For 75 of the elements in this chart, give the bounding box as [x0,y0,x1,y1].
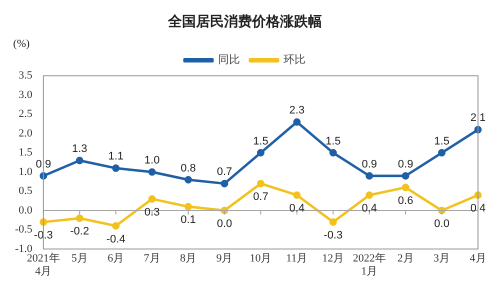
x-tick-label: 9月 [216,252,233,264]
data-label: 1.0 [144,154,160,167]
data-label: 1.5 [253,135,268,148]
legend-label: 环比 [284,53,306,66]
data-label: 0.9 [36,158,52,170]
point [148,168,156,176]
point [293,191,301,199]
data-label: -0.4 [106,233,126,246]
chart-title: 全国居民消费价格涨跌幅 [167,14,322,30]
data-label: 0.4 [289,202,305,215]
point [329,218,337,226]
data-label: 1.3 [72,143,88,156]
x-tick-label: 12月 [322,252,344,264]
data-label: 0.7 [216,166,232,178]
y-tick-label: 3.0 [18,88,33,101]
y-axis-title: (%) [13,38,30,50]
data-label: 1.5 [325,135,341,148]
point [76,214,84,222]
point [148,195,156,203]
y-tick-label: -1.0 [14,242,33,255]
data-label: 0.9 [362,158,377,170]
x-tick-label: 7月 [144,252,160,264]
x-tick-label: 2月 [397,252,414,264]
point [256,149,264,157]
data-label: 0.8 [180,162,196,174]
point [184,202,192,210]
point [329,149,337,157]
x-tick-label: 3月 [434,252,450,264]
data-label: 2.1 [470,112,486,124]
x-tick-label: 2022年 1月 [352,252,386,278]
data-label: 0.3 [144,206,160,218]
x-tick-label: 11月 [286,252,308,264]
legend-label: 同比 [218,53,240,66]
x-tick-label: 5月 [71,252,88,264]
point [40,218,48,226]
point [366,191,374,199]
data-label: 0.0 [434,218,450,230]
x-tick-label: 10月 [250,252,272,264]
point [402,172,410,180]
data-label: 2.3 [289,104,305,117]
data-label: 0.0 [216,218,232,230]
y-tick-label: 0.0 [18,204,33,216]
point [112,222,120,230]
point [40,172,48,180]
y-tick-label: 3.5 [18,70,33,82]
data-label: 0.6 [398,194,414,207]
data-label: -0.2 [70,226,90,238]
point [184,176,192,184]
data-label: 0.4 [362,202,377,215]
x-tick-label: 6月 [108,252,124,264]
data-label: 0.9 [398,158,414,170]
point [112,164,120,172]
point [438,149,446,157]
point [402,184,410,192]
y-tick-label: 1.5 [18,146,33,159]
y-tick-label: 0.5 [18,185,33,198]
data-label: 1.5 [434,135,450,148]
data-label: -0.3 [324,230,343,242]
data-label: 1.1 [108,150,124,163]
x-tick-label: 8月 [180,252,197,264]
data-label: -0.3 [34,230,53,242]
y-tick-label: -0.5 [14,224,33,236]
point [76,156,84,164]
point [366,172,374,180]
x-tick-label: 4月 [470,252,486,264]
x-tick-label: 2021年 4月 [26,252,60,278]
y-tick-label: 2.0 [18,127,33,140]
point [220,180,228,188]
point [256,180,264,188]
point [293,118,301,126]
y-tick-label: 1.0 [18,166,33,178]
data-label: 0.7 [253,191,268,204]
data-label: 0.1 [180,214,196,226]
y-tick-label: 2.5 [18,108,33,120]
data-label: 0.4 [470,202,486,215]
